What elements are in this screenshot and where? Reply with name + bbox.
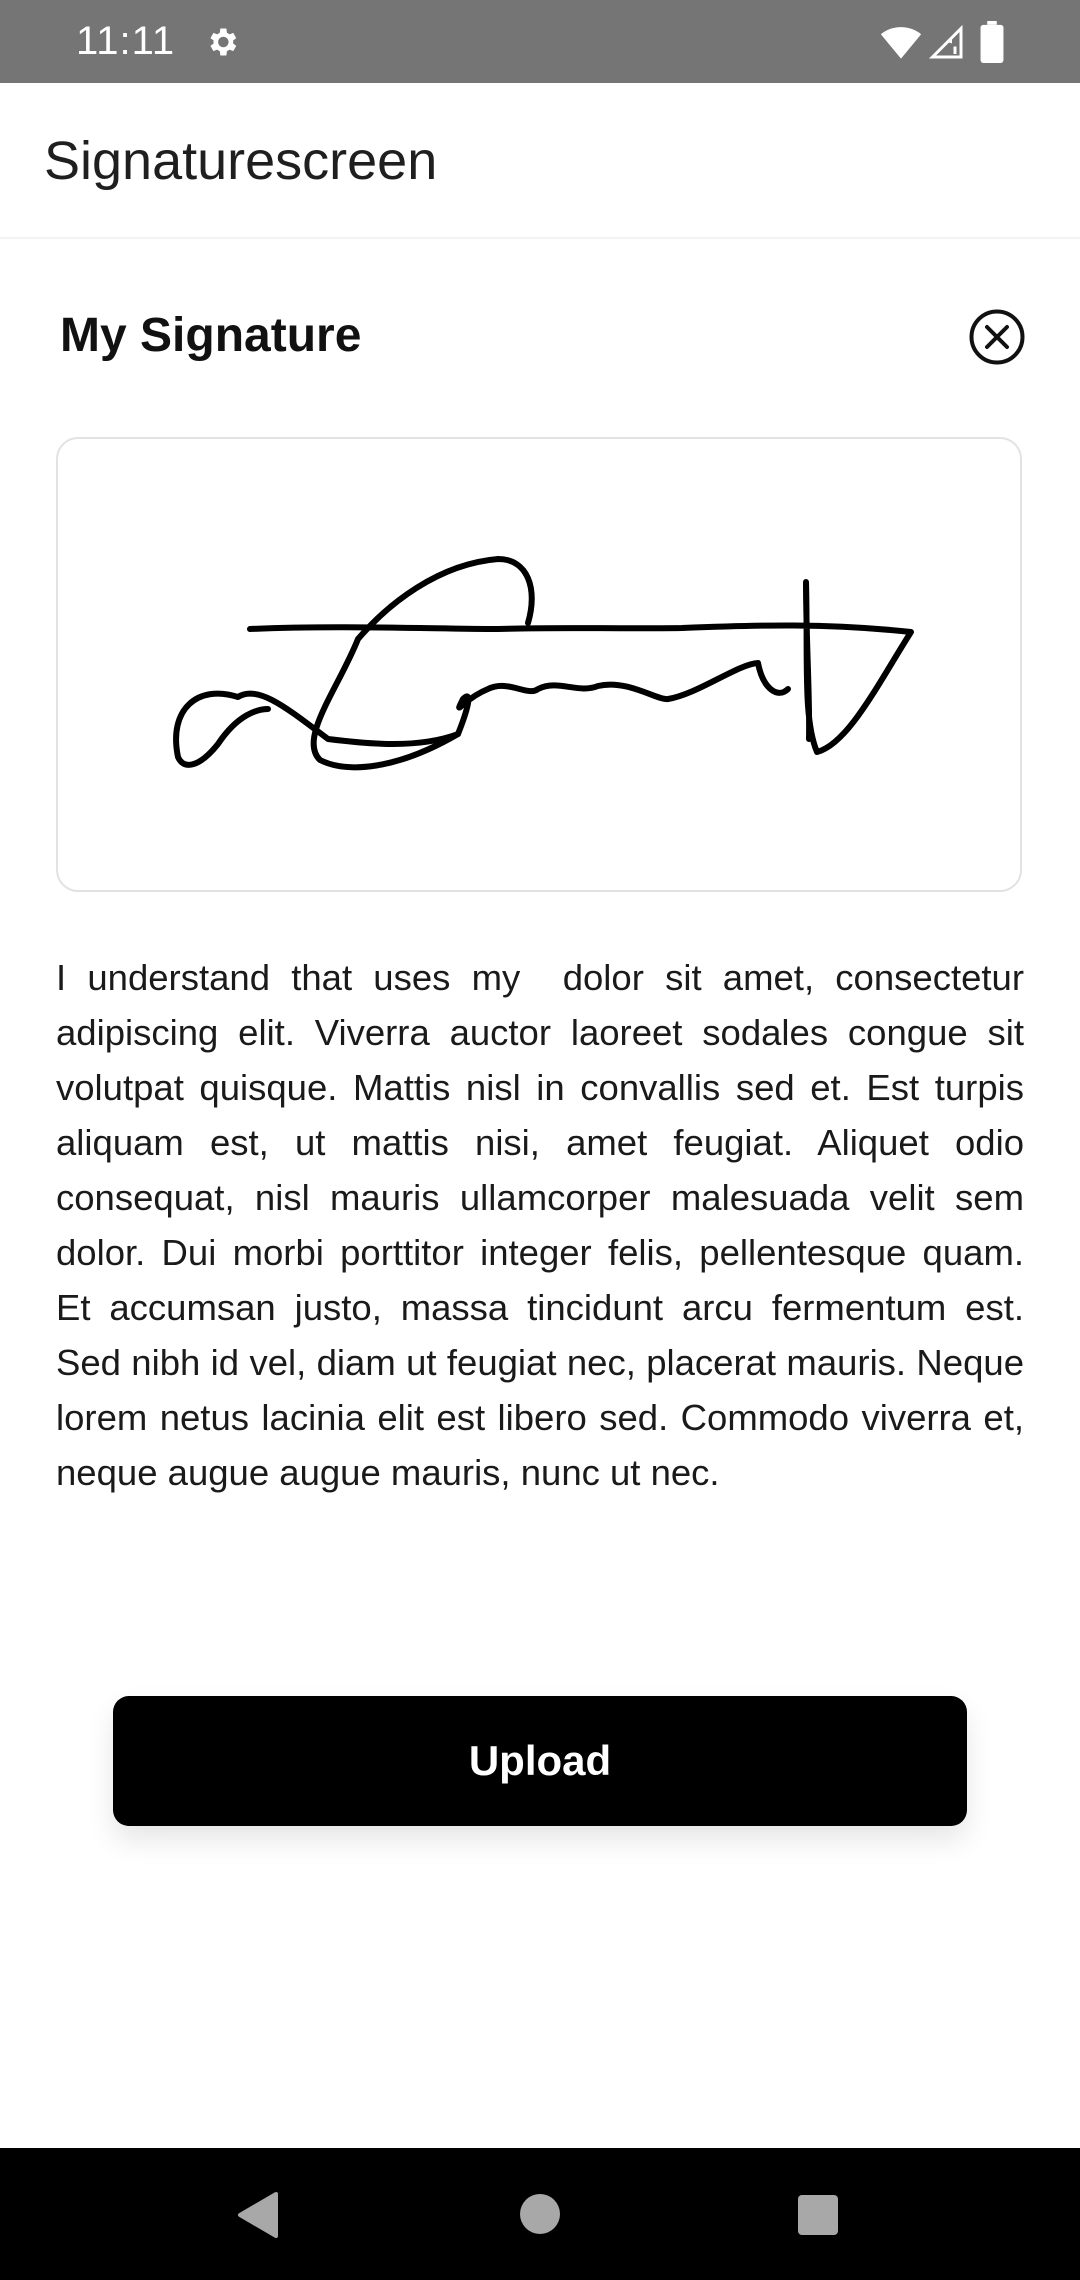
app-bar: Signaturescreen [0,83,1080,239]
close-icon[interactable] [968,308,1026,366]
page-title: Signaturescreen [44,131,438,191]
home-icon[interactable] [518,2192,562,2236]
signature-stroke [173,556,914,771]
back-icon[interactable] [236,2192,280,2238]
signature-section-title: My Signature [60,309,362,362]
wifi-icon [880,27,922,59]
gear-icon [210,28,237,56]
recents-icon[interactable] [797,2194,839,2236]
signal-icon [928,24,963,59]
status-time: 11:11 [76,19,176,63]
status-bar: 11:11 [0,0,1080,83]
signature-pad[interactable] [56,437,1022,892]
consent-text: I understand that uses my dolor sit amet… [56,957,1035,1493]
battery-icon [980,21,1004,63]
upload-button[interactable]: Upload [113,1696,967,1826]
navigation-bar [0,2148,1080,2280]
